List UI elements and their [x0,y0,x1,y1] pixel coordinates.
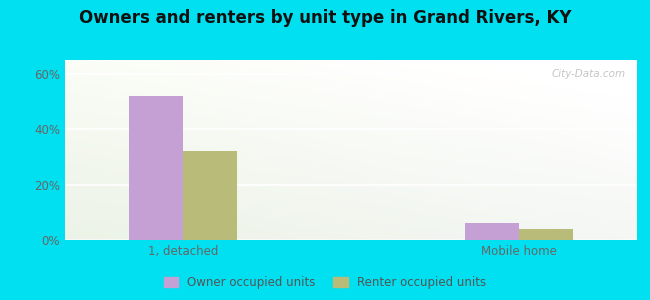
Legend: Owner occupied units, Renter occupied units: Owner occupied units, Renter occupied un… [159,272,491,294]
Bar [519,229,573,240]
Text: Owners and renters by unit type in Grand Rivers, KY: Owners and renters by unit type in Grand… [79,9,571,27]
Text: City-Data.com: City-Data.com [551,69,625,79]
Bar [465,224,519,240]
Bar [129,96,183,240]
Bar [183,152,237,240]
